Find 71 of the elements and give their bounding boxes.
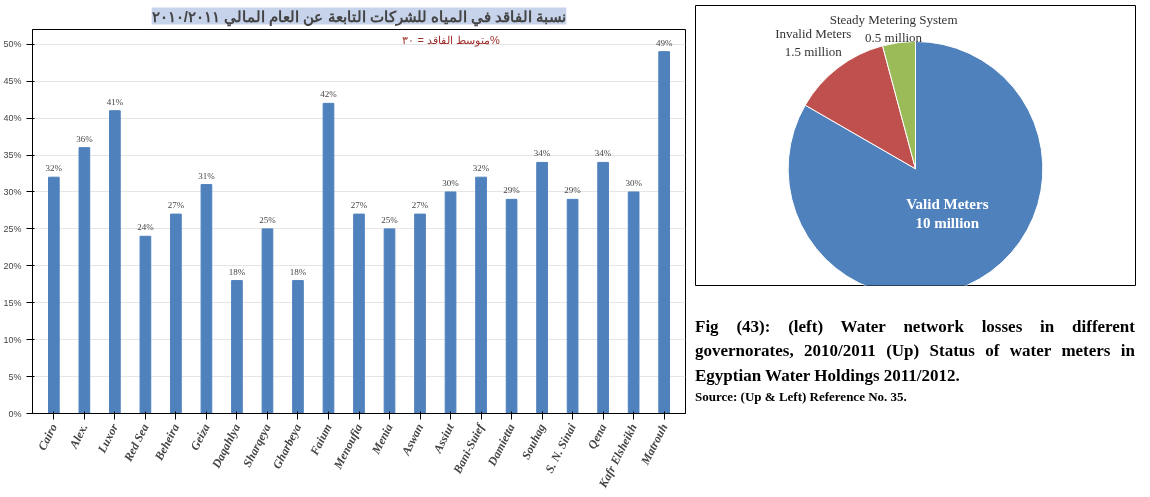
data-label: 49% xyxy=(655,37,673,48)
data-label: 27% xyxy=(411,200,429,211)
x-tick-label: Red Sea xyxy=(120,421,152,465)
x-tick-label: Aswan xyxy=(398,421,427,459)
data-label: 1.5 million xyxy=(784,44,843,60)
data-label: 31% xyxy=(198,170,216,181)
bar xyxy=(139,235,152,414)
bar xyxy=(536,161,548,414)
data-label: 25% xyxy=(259,214,277,225)
bar xyxy=(170,213,182,414)
bar xyxy=(597,161,609,414)
source-note: Source: (Up & Left) Reference No. 35. xyxy=(695,387,908,406)
data-label: 34% xyxy=(533,148,551,159)
data-label: 0.5 million xyxy=(865,30,923,46)
data-label: 30% xyxy=(442,177,460,188)
bar xyxy=(353,213,365,414)
data-label: 36% xyxy=(76,133,94,144)
bar xyxy=(383,228,396,414)
bar xyxy=(444,191,457,414)
x-tick-label: Qena xyxy=(584,421,610,452)
data-label: 24% xyxy=(137,222,155,233)
y-tick-label: 25% xyxy=(3,223,22,234)
x-tick-label: Luxor xyxy=(94,421,122,456)
data-label: 32% xyxy=(472,163,490,174)
bar xyxy=(109,110,121,414)
data-label: 41% xyxy=(106,96,124,107)
data-label: 10 million xyxy=(915,214,980,231)
y-tick-label: 10% xyxy=(3,334,22,345)
y-tick-label: 5% xyxy=(8,371,22,382)
bar xyxy=(292,280,304,414)
data-label: 27% xyxy=(167,200,185,211)
bar xyxy=(48,176,60,414)
x-tick-label: Assiut xyxy=(429,420,458,456)
bar xyxy=(475,176,487,414)
data-label: 27% xyxy=(350,200,368,211)
slice-label: Steady Metering System xyxy=(829,12,958,28)
bar xyxy=(200,184,213,414)
bar xyxy=(627,191,640,414)
bar xyxy=(78,147,91,414)
bar xyxy=(414,213,426,414)
bar xyxy=(261,228,274,414)
text: Fig (43): (left) Water network losses in different governorates, 2010/2011 (Up) Status of water meters in Egyptian Water Holdings 2011/2012. xyxy=(695,316,1135,387)
x-tick-label: Geiza xyxy=(187,421,213,453)
data-label: 32% xyxy=(45,163,63,174)
slice-label: Invalid Meters xyxy=(775,26,852,42)
chart-title: نسبة الفاقد في المياه للشركات التابعة عن العام المالي ٢٠١٠/٢٠١١ xyxy=(151,7,567,27)
y-tick-label: 45% xyxy=(3,76,22,87)
bar xyxy=(322,102,335,414)
y-tick-label: 35% xyxy=(3,150,22,161)
data-label: 42% xyxy=(320,89,338,100)
data-label: 30% xyxy=(625,177,643,188)
x-tick-label: Cairo xyxy=(34,421,61,453)
bar xyxy=(566,198,579,414)
bar xyxy=(505,198,518,414)
data-label: 18% xyxy=(289,266,307,277)
y-tick-label: 30% xyxy=(3,186,22,197)
data-label: 29% xyxy=(503,185,521,196)
slice-label: Valid Meters xyxy=(906,195,989,212)
bar xyxy=(231,280,243,414)
data-label: 18% xyxy=(228,266,246,277)
y-tick-label: 20% xyxy=(3,260,22,271)
y-tick-label: 15% xyxy=(3,297,22,308)
y-tick-label: 0% xyxy=(8,408,22,419)
y-tick-label: 50% xyxy=(3,39,22,50)
data-label: 25% xyxy=(381,214,399,225)
annotation: متوسط الفاقد = ٣٠% xyxy=(402,33,501,47)
bar xyxy=(658,51,670,414)
data-label: 34% xyxy=(594,148,612,159)
x-tick-label: Alex. xyxy=(66,421,91,452)
data-label: 29% xyxy=(564,185,582,196)
y-tick-label: 40% xyxy=(3,113,22,124)
